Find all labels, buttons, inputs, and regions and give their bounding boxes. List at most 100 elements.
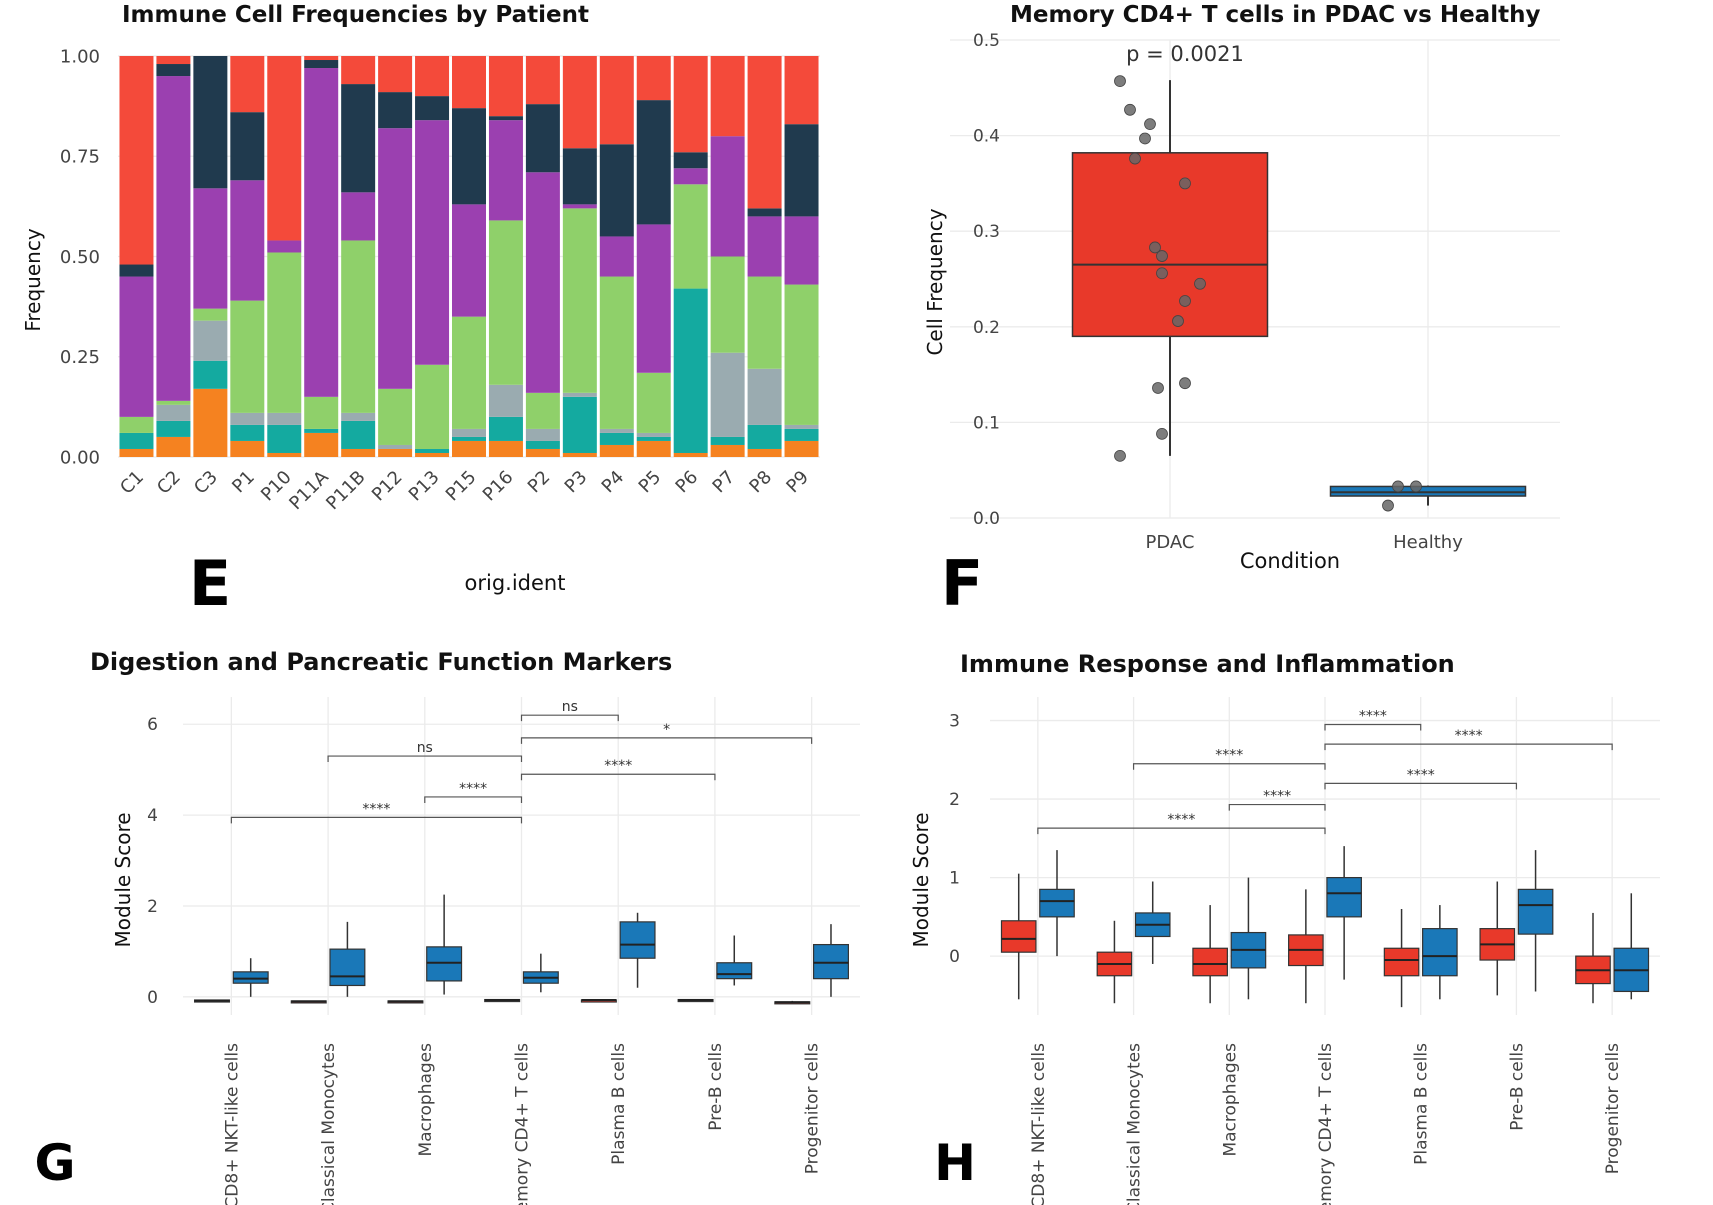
bar-segment-p5-s6 <box>636 56 671 101</box>
bar-segment-p16-s0 <box>488 440 523 457</box>
bar-segment-p13-s3 <box>415 364 450 449</box>
significance-bracket <box>424 796 523 803</box>
bar-segment-p6-s6 <box>673 56 708 153</box>
bar-segment-c2-s0 <box>156 436 191 457</box>
x-tick-label: CD8+ NKT-like cells <box>222 1043 242 1205</box>
bar-segment-p3-s2 <box>562 392 597 397</box>
bar-segment-p8-s2 <box>747 368 782 425</box>
significance-label: ns <box>417 740 433 756</box>
y-tick-label: 0.0 <box>973 509 1000 529</box>
panel-f-p-value: p = 0.0021 <box>1126 42 1244 66</box>
data-point-pdac <box>1149 241 1161 254</box>
bar-segment-p11b-s1 <box>341 420 376 449</box>
significance-bracket <box>1324 782 1518 790</box>
bar-segment-c3-s4 <box>193 188 228 309</box>
bar-segment-p10-s3 <box>267 252 302 413</box>
panel-h-y-axis-title: Module Score <box>909 812 933 947</box>
bar-segment-p9-s4 <box>784 216 819 285</box>
bar-segment-p13-s4 <box>415 120 450 365</box>
x-tick-label: Progenitor cells <box>1603 1043 1623 1174</box>
significance-label: **** <box>604 758 632 774</box>
bar-segment-p7-s1 <box>710 436 745 445</box>
bar-segment-p4-s4 <box>599 236 634 277</box>
x-tick-label: CD8+ NKT-like cells <box>1029 1043 1049 1205</box>
bar-segment-p1-s0 <box>230 440 265 457</box>
bar-segment-p15-s4 <box>452 204 486 317</box>
bar-segment-p15-s3 <box>452 316 486 429</box>
significance-label: **** <box>1215 748 1243 764</box>
panel-g-letter: G <box>34 1134 75 1192</box>
y-tick-label: 0.5 <box>973 31 1000 51</box>
box-pre-b-cells-s1 <box>1517 888 1554 935</box>
x-tick-label: Memory CD4+ T cells <box>1316 1043 1336 1205</box>
bar-segment-p7-s6 <box>710 56 745 137</box>
data-point-healthy <box>1410 480 1422 493</box>
bar-segment-c1-s1 <box>119 432 154 449</box>
bar-segment-p2-s6 <box>525 56 560 105</box>
bar-segment-p6-s4 <box>673 168 708 185</box>
bar-segment-p11b-s4 <box>341 192 376 241</box>
y-tick-label: 0.4 <box>973 127 1000 147</box>
bar-segment-c1-s0 <box>119 448 154 457</box>
y-tick-label: 0.25 <box>60 347 100 368</box>
bar-segment-p4-s3 <box>599 276 634 429</box>
significance-bracket <box>1228 803 1326 811</box>
bar-segment-p5-s0 <box>636 440 671 457</box>
panel-g-y-axis-title: Module Score <box>111 812 135 947</box>
significance-label: **** <box>1167 812 1195 828</box>
significance-label: **** <box>459 781 487 797</box>
data-point-pdac <box>1114 75 1126 88</box>
x-tick-label: Macrophages <box>1220 1043 1240 1157</box>
bar-segment-p4-s2 <box>599 428 634 433</box>
bar-segment-p15-s0 <box>452 440 486 457</box>
bar-segment-c3-s0 <box>193 388 228 457</box>
bar-segment-p13-s1 <box>415 448 450 453</box>
x-tick-label: Classical Monocytes <box>319 1043 339 1205</box>
bar-segment-p9-s5 <box>784 124 819 217</box>
bar-segment-p1-s3 <box>230 300 265 413</box>
y-tick-label: 0.2 <box>973 318 1000 338</box>
panel-f-letter: F <box>941 547 983 620</box>
bar-segment-c2-s3 <box>156 400 191 405</box>
x-tick-label: Progenitor cells <box>803 1043 823 1174</box>
bar-segment-p5-s4 <box>636 224 671 373</box>
data-point-pdac <box>1152 382 1164 394</box>
bar-segment-c2-s6 <box>156 56 191 65</box>
data-point-pdac <box>1129 152 1141 165</box>
y-tick-label: 0.3 <box>973 222 1000 242</box>
bar-segment-p11a-s4 <box>304 68 339 397</box>
bar-segment-c3-s3 <box>193 308 228 321</box>
significance-bracket <box>327 755 523 763</box>
data-point-pdac <box>1156 250 1168 262</box>
bar-segment-p15-s5 <box>452 108 486 205</box>
bar-segment-p13-s6 <box>415 56 450 97</box>
data-point-pdac <box>1179 295 1191 307</box>
bar-segment-p9-s1 <box>784 428 819 441</box>
panel-f-title: Memory CD4+ T cells in PDAC vs Healthy <box>1010 2 1540 28</box>
bar-segment-p11a-s1 <box>304 428 339 433</box>
bar-segment-c3-s2 <box>193 320 228 361</box>
bar-segment-p3-s4 <box>562 204 597 209</box>
bar-segment-p12-s4 <box>378 128 413 389</box>
bar-segment-p11a-s5 <box>304 60 339 69</box>
bar-segment-p15-s2 <box>452 428 486 437</box>
panel-h-box-plot: Immune Response and Inflammation Module … <box>909 650 1660 1205</box>
bar-segment-p15-s1 <box>452 436 486 441</box>
box-plasma-b-cells-s0 <box>1383 947 1420 977</box>
significance-bracket <box>230 816 523 824</box>
panel-f-x-axis-title: Condition <box>1240 549 1340 573</box>
bar-segment-p4-s6 <box>599 56 634 145</box>
x-tick-label: Pre-B cells <box>1507 1043 1527 1131</box>
y-tick-label: 2 <box>949 790 960 810</box>
bar-segment-p8-s5 <box>747 208 782 217</box>
bar-segment-p7-s3 <box>710 256 745 353</box>
box-classical-monocytes-s1 <box>329 948 366 987</box>
bar-segment-p9-s6 <box>784 56 819 125</box>
bar-segment-p2-s3 <box>525 392 560 429</box>
y-tick-label: 3 <box>949 712 960 732</box>
box-cd8-nkt-like-cells-s1 <box>1039 888 1075 918</box>
bar-segment-c2-s1 <box>156 420 191 437</box>
bar-segment-c3-s5 <box>193 56 228 189</box>
box-memory-cd4-t-cells-s1 <box>1326 876 1362 918</box>
